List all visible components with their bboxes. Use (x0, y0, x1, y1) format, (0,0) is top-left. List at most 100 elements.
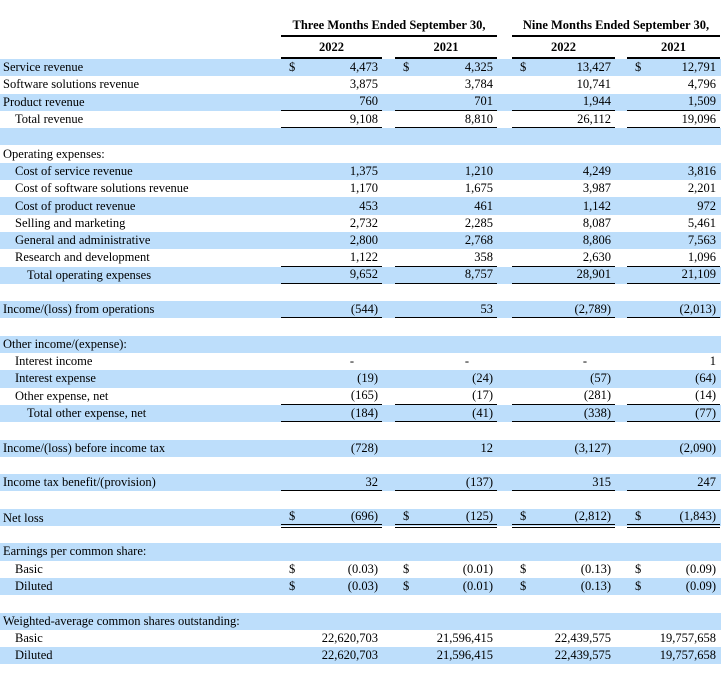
value-cell (627, 422, 720, 439)
value-cell: (57) (512, 370, 615, 387)
column-gap (497, 543, 512, 560)
table-row: Cost of software solutions revenue 1,170 1… (0, 180, 721, 198)
cell-value: 2,768 (464, 233, 493, 248)
column-gap (615, 353, 627, 370)
row-label: Software solutions revenue (3, 77, 140, 92)
value-cell: 358 (395, 249, 497, 267)
cell-value: (77) (695, 405, 716, 420)
value-cell: (2,789) (512, 301, 615, 319)
value-cell: 760 (281, 94, 382, 111)
cell-value: 3,816 (687, 163, 716, 178)
value-cell: 1,944 (512, 94, 615, 111)
value-cell: $ (0.01) (395, 578, 497, 595)
value-cell (281, 422, 382, 439)
value-cell (395, 284, 497, 301)
column-gap (615, 284, 627, 301)
cell-value: (0.01) (462, 561, 493, 576)
spacer-row (0, 318, 721, 336)
column-gap (615, 578, 627, 595)
column-gap (497, 613, 512, 630)
column-gap (382, 197, 395, 214)
value-cell: (19) (281, 370, 382, 387)
table-row: Income tax benefit/(provision) 32 (137) 315… (0, 474, 721, 492)
column-gap (615, 647, 627, 664)
value-cell: 1,142 (512, 197, 615, 214)
spacer-row (0, 128, 721, 146)
cell-value: 13,427 (576, 60, 611, 75)
row-label: Basic (15, 561, 43, 576)
currency-symbol: $ (403, 561, 410, 576)
table-row: Diluted 22,620,703 21,596,415 22,439,575 19,… (0, 647, 721, 665)
value-cell: (728) (281, 440, 382, 457)
row-label: Total other expense, net (27, 406, 147, 421)
value-cell: 3,875 (281, 76, 382, 93)
column-gap (615, 145, 627, 162)
table-row: Selling and marketing 2,732 2,285 8,087 5,46… (0, 214, 721, 232)
value-cell: 8,087 (512, 215, 615, 232)
cell-value: 461 (474, 198, 493, 213)
column-gap (615, 249, 627, 266)
column-gap (615, 613, 627, 630)
value-cell: (2,013) (627, 301, 720, 319)
column-gap (382, 526, 395, 543)
cell-value: 32 (365, 474, 379, 489)
cell-value: 972 (697, 198, 716, 213)
value-cell: 3,987 (512, 180, 615, 197)
column-gap (382, 474, 395, 491)
cell-value: 1,170 (349, 181, 378, 196)
column-gap (615, 318, 627, 335)
row-label: Diluted (15, 648, 53, 663)
value-cell (281, 526, 382, 543)
value-cell: 972 (627, 197, 720, 214)
cell-value: 1,675 (464, 181, 493, 196)
value-cell (281, 491, 382, 508)
value-cell (395, 128, 497, 145)
cell-value: (544) (350, 301, 378, 316)
cell-value: (1,843) (679, 508, 716, 523)
column-gap (497, 336, 512, 353)
column-gap (382, 440, 395, 457)
cell-value: 8,810 (464, 111, 493, 126)
spacer-row (0, 456, 721, 475)
column-gap (615, 370, 627, 387)
column-gap (497, 353, 512, 370)
currency-symbol: $ (403, 508, 410, 523)
cell-value: 2,800 (349, 233, 378, 248)
value-cell: (281) (512, 388, 615, 405)
cell-value: 21,596,415 (436, 648, 493, 663)
column-gap (382, 59, 395, 76)
column-gap (382, 267, 395, 284)
cell-value: (281) (583, 388, 611, 403)
value-cell: 2,800 (281, 232, 382, 249)
header-spacer (0, 37, 281, 59)
cell-value: (0.09) (685, 561, 716, 576)
value-cell (395, 145, 497, 162)
value-cell: (165) (281, 388, 382, 405)
cell-value: 10,741 (576, 77, 611, 92)
cell-value: 8,806 (582, 233, 611, 248)
value-cell (627, 318, 720, 335)
value-cell: - (512, 353, 615, 370)
header-spacer (0, 16, 281, 37)
cell-value: 2,285 (464, 215, 493, 230)
table-row: Basic 22,620,703 21,596,415 22,439,575 19,75… (0, 629, 721, 648)
value-cell: $ (0.01) (395, 561, 497, 578)
value-cell (512, 613, 615, 630)
value-cell: 1,170 (281, 180, 382, 197)
value-cell (281, 457, 382, 474)
cell-value: (696) (350, 508, 378, 523)
value-cell: 247 (627, 474, 720, 492)
column-gap (382, 301, 395, 318)
table-row: Total other expense, net (184) (41) (338) (7… (0, 404, 721, 423)
value-cell: (17) (395, 388, 497, 405)
value-cell: 4,796 (627, 76, 720, 93)
column-gap (497, 422, 512, 439)
cell-value: 22,620,703 (321, 648, 378, 663)
column-gap (382, 94, 395, 111)
value-cell: 21,596,415 (395, 630, 497, 647)
column-gap (382, 561, 395, 578)
table-row: Total operating expenses 9,652 8,757 28,901… (0, 266, 721, 284)
column-gap (382, 76, 395, 93)
cell-value: (2,812) (574, 508, 611, 523)
column-gap (382, 457, 395, 474)
